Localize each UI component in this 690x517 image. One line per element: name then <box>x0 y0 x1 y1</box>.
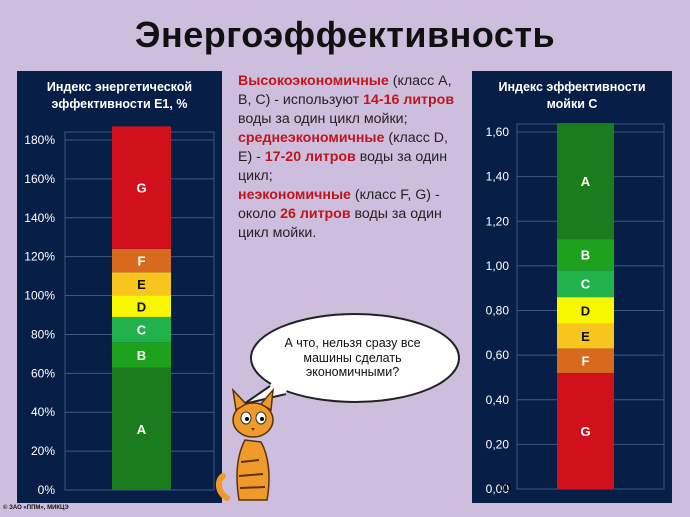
description-text: воды за один цикл; <box>238 149 448 184</box>
y-tick-label: 80% <box>31 327 55 341</box>
y-tick-label: 140% <box>24 211 55 225</box>
washing-efficiency-chart: Индекс эффективности мойки С 0,00 0,20 0,4… <box>472 71 672 503</box>
class-description: Высокоэкономичные (класс A, B, C) - испо… <box>238 72 460 243</box>
y-tick-label: 1,60 <box>486 125 510 139</box>
y-tick-label: 60% <box>31 366 55 380</box>
bar-segment-label: A <box>137 422 147 437</box>
y-tick-label: 100% <box>24 289 55 303</box>
copyright: © ЗАО «ППМ», МИКЦЭ <box>3 505 69 511</box>
bar-segment-e <box>557 323 614 349</box>
chart-title: Индекс эффективности мойки С <box>472 79 672 113</box>
y-tick-label: 1,00 <box>486 259 510 273</box>
chart-plot: 0% 20% 40% 60% 80% 100% 120% 140% 160% 180% A BCDEF… <box>24 126 215 497</box>
bar-segment-g <box>557 372 614 489</box>
highlight-text: 17-20 литров <box>264 149 356 165</box>
y-tick-label: 0,20 <box>486 437 510 451</box>
bar-segment-label: D <box>581 304 590 319</box>
highlight-text: неэкономичные <box>238 187 351 203</box>
y-tick-label: 0,00 <box>486 482 510 496</box>
bar-segment-label: B <box>581 248 590 263</box>
bar-segment-label: A <box>581 174 591 189</box>
description-text: воды за один цикл мойки; <box>238 111 408 127</box>
bar-segment-b <box>112 342 171 368</box>
bar-segment-label: G <box>136 181 146 196</box>
highlight-text: 14-16 литров <box>363 92 455 108</box>
bar-segment-f <box>112 248 171 273</box>
y-tick-label: 40% <box>31 405 55 419</box>
stray-label: 00 <box>499 482 512 494</box>
bar-segment-c <box>557 270 614 298</box>
description-text: воды за один цикл мойки. <box>238 206 442 241</box>
bar-segment-a <box>557 123 614 240</box>
y-tick-label: 0,40 <box>486 393 510 407</box>
bar-segment-d <box>112 295 171 317</box>
bar-segment-e <box>112 272 171 296</box>
description-text: (класс D, E) - <box>238 130 448 165</box>
bar-segment-label: B <box>137 348 146 363</box>
bar-segment-label: F <box>582 354 590 369</box>
bar-segment-label: D <box>137 299 146 314</box>
bar-segment-g <box>112 126 171 249</box>
chart-plot: 0,00 0,20 0,40 0,60 0,80 1,00 1,20 1,40 1,60 G FED… <box>486 123 665 496</box>
speech-bubble <box>243 313 460 405</box>
highlight-text: Высокоэкономичные <box>238 73 389 89</box>
y-tick-label: 20% <box>31 444 55 458</box>
highlight-text: 26 литров <box>280 206 351 222</box>
chart-title-line: эффективности Е1, % <box>51 97 188 111</box>
bar-segment-b <box>557 239 614 271</box>
bar-segment-label: F <box>138 254 146 269</box>
description-text: (класс F, G) - около <box>238 187 440 222</box>
y-tick-label: 180% <box>24 133 55 147</box>
y-tick-label: 120% <box>24 250 55 264</box>
highlight-text: среднеэкономичные <box>238 130 385 146</box>
chart-title-line: мойки С <box>546 97 598 111</box>
bar-segment-f <box>557 348 614 373</box>
bar-segment-label: C <box>137 323 147 338</box>
bar-segment-label: C <box>581 277 591 292</box>
bar-segment-a <box>112 367 171 490</box>
bar-segment-d <box>557 297 614 324</box>
chart-title: Индекс энергетической эффективности Е1, … <box>17 79 222 113</box>
y-tick-label: 1,40 <box>486 170 510 184</box>
description-paragraph: неэкономичные (класс F, G) - около 26 ли… <box>238 186 460 243</box>
bar-segment-label: E <box>581 329 590 344</box>
y-tick-label: 0% <box>38 483 56 497</box>
cat-icon <box>215 387 274 501</box>
y-tick-label: 0,80 <box>486 304 510 318</box>
energy-efficiency-chart: Индекс энергетической эффективности Е1, … <box>17 71 222 503</box>
bar-segment-label: E <box>137 277 146 292</box>
bubble-text: А что, нельзя сразу все машины сделать э… <box>284 336 421 379</box>
chart-title-line: Индекс эффективности <box>498 80 646 94</box>
description-text: (класс A, B, C) - используют <box>238 73 452 108</box>
y-tick-label: 160% <box>24 172 55 186</box>
bar-segment-c <box>112 316 171 343</box>
y-tick-label: 0,60 <box>486 348 510 362</box>
description-paragraph: среднеэкономичные (класс D, E) - 17-20 л… <box>238 129 460 186</box>
description-paragraph: Высокоэкономичные (класс A, B, C) - испо… <box>238 72 460 129</box>
page-title: Энергоэффективность <box>134 14 556 55</box>
chart-title-line: Индекс энергетической <box>46 80 193 94</box>
bar-segment-label: G <box>580 424 590 439</box>
y-tick-label: 1,20 <box>486 214 510 228</box>
